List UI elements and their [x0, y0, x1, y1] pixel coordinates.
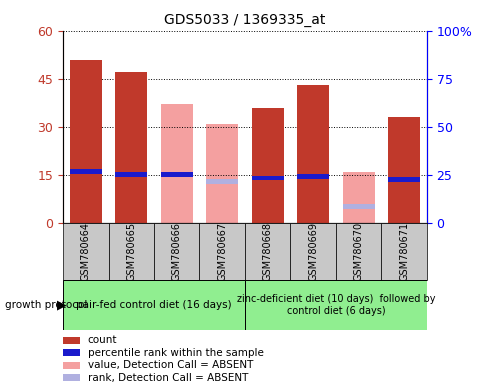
Bar — [70, 60, 102, 223]
Bar — [251, 175, 283, 180]
Bar — [297, 85, 328, 223]
Bar — [108, 223, 153, 280]
Bar — [63, 362, 79, 369]
Bar — [290, 223, 335, 280]
Bar — [70, 169, 102, 174]
Bar — [63, 337, 79, 344]
Bar — [161, 172, 192, 177]
Bar — [297, 174, 328, 179]
Bar — [115, 72, 147, 223]
Bar — [387, 117, 419, 223]
Text: pair-fed control diet (16 days): pair-fed control diet (16 days) — [76, 300, 231, 310]
Bar — [63, 374, 79, 381]
Bar — [63, 280, 244, 330]
Text: GSM780670: GSM780670 — [353, 222, 363, 281]
Bar — [335, 223, 380, 280]
Bar — [63, 349, 79, 356]
Bar — [153, 223, 199, 280]
Bar — [380, 223, 426, 280]
Text: value, Detection Call = ABSENT: value, Detection Call = ABSENT — [88, 360, 253, 370]
Text: GSM780669: GSM780669 — [307, 222, 318, 281]
Text: ▶: ▶ — [57, 299, 66, 312]
Bar — [206, 179, 238, 184]
Text: count: count — [88, 335, 117, 345]
Bar — [115, 172, 147, 177]
Text: GSM780665: GSM780665 — [126, 222, 136, 281]
Bar — [63, 223, 108, 280]
Text: GSM780668: GSM780668 — [262, 222, 272, 281]
Bar — [206, 124, 238, 223]
Bar — [387, 177, 419, 182]
Text: rank, Detection Call = ABSENT: rank, Detection Call = ABSENT — [88, 373, 248, 383]
Text: GSM780664: GSM780664 — [81, 222, 91, 281]
Text: zinc-deficient diet (10 days)  followed by
control diet (6 days): zinc-deficient diet (10 days) followed b… — [236, 295, 434, 316]
Bar — [244, 223, 290, 280]
Text: growth protocol: growth protocol — [5, 300, 87, 310]
Text: GSM780667: GSM780667 — [217, 222, 227, 281]
Title: GDS5033 / 1369335_at: GDS5033 / 1369335_at — [164, 13, 325, 27]
Bar — [199, 223, 244, 280]
Text: GSM780671: GSM780671 — [398, 222, 408, 281]
Text: percentile rank within the sample: percentile rank within the sample — [88, 348, 263, 358]
Bar — [342, 172, 374, 223]
Bar — [251, 108, 283, 223]
Bar — [244, 280, 426, 330]
Bar — [161, 104, 192, 223]
Text: GSM780666: GSM780666 — [171, 222, 182, 281]
Bar — [342, 204, 374, 209]
